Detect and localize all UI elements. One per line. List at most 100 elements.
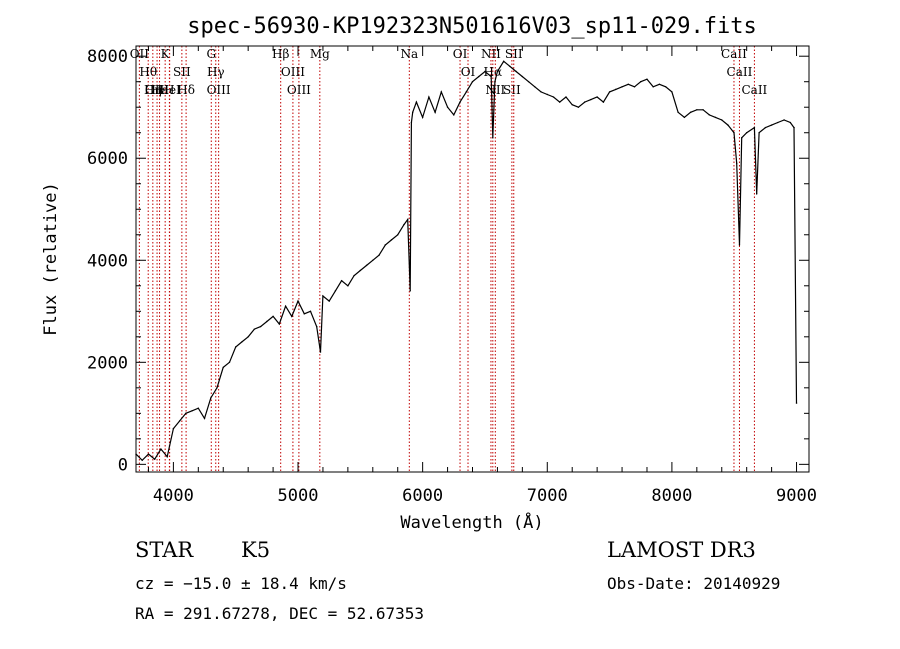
spectrum-point — [583, 101, 586, 103]
spectrum-point — [733, 132, 735, 134]
line-label: Hγ — [207, 65, 225, 79]
spectrum-point — [727, 124, 729, 126]
spectrum-point — [278, 323, 281, 325]
spectrum-point — [406, 218, 409, 221]
y-tick-label: 8000 — [87, 47, 128, 67]
spectrum-point — [415, 101, 418, 103]
spectrum-point — [235, 346, 237, 348]
spectrum-point — [303, 313, 305, 315]
spectrum-point — [378, 254, 380, 256]
spectrum-point — [509, 65, 511, 68]
spectrum-point — [365, 264, 368, 267]
spectrum-point — [453, 114, 455, 116]
line-label: NII — [485, 83, 505, 97]
line-label: Hδ — [177, 83, 195, 97]
y-tick-label: 0 — [118, 455, 128, 475]
spectrum-point — [745, 132, 748, 134]
spectrum-point — [428, 96, 430, 98]
spectrum-point — [540, 91, 542, 93]
y-tick-label: 4000 — [87, 251, 128, 271]
spectrum-point — [758, 132, 760, 134]
object-class: STAR — [135, 538, 194, 562]
axes-ticks: 4000 5000 6000 7000 8000 9000 0 2000 4000 6000 800… — [87, 46, 817, 506]
spectrum-point — [465, 91, 467, 93]
spectrum-point — [272, 315, 274, 318]
spectrum-point — [552, 96, 555, 98]
spectrum-point — [521, 75, 524, 78]
line-label: SII — [505, 47, 523, 61]
spectrum-point — [191, 410, 193, 412]
spectrum-point — [683, 116, 686, 119]
spectrum-point — [266, 320, 268, 323]
spectrum-point — [793, 126, 795, 129]
spectrum-point — [753, 126, 756, 129]
spectrum-point — [764, 126, 767, 129]
spectrum-point — [571, 103, 573, 106]
spectrum-point — [446, 106, 449, 108]
spectrum-point — [340, 279, 343, 282]
spectrum-point — [741, 137, 743, 139]
spectrum-point — [689, 111, 692, 114]
x-axis-label: Wavelength (Å) — [400, 511, 543, 533]
spectrum-point — [664, 86, 667, 88]
spectrum-point — [471, 81, 474, 83]
line-label: CaII — [721, 47, 747, 61]
spectrum-point — [434, 111, 436, 114]
spectrum-point — [247, 336, 249, 338]
spectrum-point — [738, 244, 741, 246]
spectrum-point — [228, 361, 231, 364]
line-label: Mg — [310, 47, 330, 61]
spectrum-point — [559, 101, 561, 103]
spectrum-point — [216, 387, 218, 389]
spectrum-point — [484, 70, 486, 73]
spectrum-point — [755, 193, 758, 195]
spectrum-point — [309, 310, 312, 312]
spectrum-point — [297, 300, 299, 302]
spectrum-point — [291, 315, 293, 318]
spectrum-point — [633, 86, 636, 88]
spectrum-point — [702, 109, 704, 111]
spectrum-point — [390, 239, 393, 241]
spectrum-point — [640, 81, 642, 83]
spectrum-point — [496, 70, 499, 73]
spectrum-point — [322, 295, 324, 297]
spectrum-point — [652, 86, 654, 88]
spectrum-point — [795, 402, 798, 404]
spectrum-point — [621, 86, 623, 88]
y-axis-label: Flux (relative) — [41, 182, 61, 336]
line-label: SII — [503, 83, 521, 97]
spectrum-point — [494, 81, 496, 83]
spectrum-point — [253, 328, 256, 330]
y-tick-label: 6000 — [87, 149, 128, 169]
spectrum-point — [147, 453, 150, 455]
spectrum-point — [627, 83, 629, 85]
spectrum-point — [334, 290, 337, 292]
line-label: Na — [400, 47, 418, 61]
spectrum-point — [721, 119, 723, 121]
redshift-cz: cz = −15.0 ± 18.4 km/s — [135, 574, 347, 593]
spectrum-point — [515, 70, 517, 73]
spectrum-point — [372, 259, 374, 261]
spectrum-point — [546, 93, 548, 96]
x-tick-label: 9000 — [776, 486, 817, 506]
obs-date: Obs-Date: 20140929 — [607, 574, 781, 593]
line-label: Hβ — [272, 47, 289, 61]
spectrum-point — [197, 407, 200, 409]
line-markers: OIIHθHηOIIIHεKHHeISIIHδGHγOIIIHβOIIIOIII… — [130, 46, 768, 472]
line-label: HeI — [158, 83, 181, 97]
spectrum-point — [222, 366, 224, 369]
spectrum-point — [397, 234, 399, 236]
line-label: OIII — [207, 83, 231, 97]
spectrum-point — [319, 351, 322, 353]
spectrum-point — [410, 121, 413, 124]
spectrum-point — [359, 269, 362, 272]
spectrum-point — [259, 325, 262, 328]
chart-title: spec-56930-KP192323N501616V03_sp11-029.f… — [187, 14, 757, 39]
x-tick-label: 4000 — [153, 486, 194, 506]
line-label: Hθ — [139, 65, 157, 79]
spectrum-point — [203, 417, 206, 420]
line-label: K — [161, 47, 171, 61]
x-tick-label: 8000 — [651, 486, 692, 506]
spectrum-point — [677, 111, 679, 114]
spectrum-point — [421, 116, 424, 119]
